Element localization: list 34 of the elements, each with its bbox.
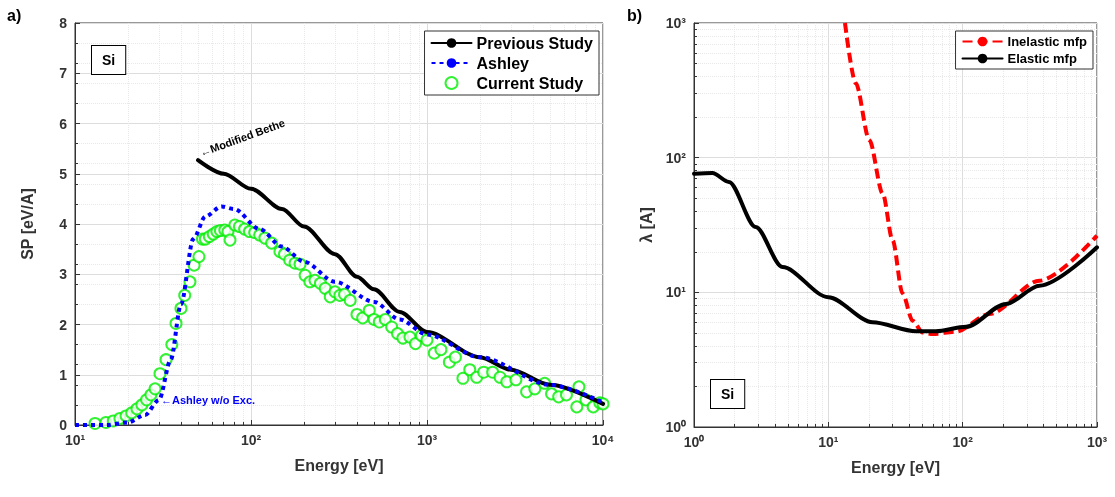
y-tick-label: 3: [59, 266, 68, 283]
y-tick-label: 2: [59, 316, 68, 333]
annotation: Si: [102, 52, 116, 68]
y-tick-label: 5: [59, 165, 68, 182]
legend-label: Ashley: [476, 54, 530, 72]
x-tick-label: 10¹: [818, 434, 839, 450]
x-tick-label: 10²: [240, 432, 262, 448]
x-tick-label: 10⁰: [683, 434, 705, 450]
y-tick-label: 10³: [665, 15, 687, 31]
legend-label: Elastic mfp: [1007, 51, 1077, 66]
y-tick-label: 0: [59, 417, 68, 433]
chart-title: b): [627, 6, 643, 24]
annotation: ←Ashley w/o Exc.: [160, 394, 256, 407]
x-tick-label: 10³: [416, 432, 438, 448]
annotation: Si: [721, 386, 735, 402]
x-axis-title: Energy [eV]: [294, 456, 384, 474]
x-tick-label: 10²: [952, 434, 974, 450]
chart-title: a): [7, 6, 22, 24]
x-tick-label: 10⁴: [591, 432, 615, 448]
y-tick-label: 6: [59, 115, 68, 132]
y-tick-label: 1: [59, 366, 68, 383]
legend-label: Inelastic mfp: [1007, 34, 1088, 49]
y-tick-label: 10²: [665, 149, 687, 166]
y-axis-title: λ [A]: [637, 207, 655, 243]
y-tick-label: 10⁰: [665, 419, 686, 435]
x-axis-title: Energy [eV]: [851, 458, 940, 476]
y-tick-label: 10¹: [665, 284, 687, 301]
x-tick-label: 10³: [1086, 434, 1108, 450]
y-tick-label: 4: [59, 216, 68, 232]
legend-label: Current Study: [476, 74, 584, 92]
legend-label: Previous Study: [476, 34, 594, 52]
y-tick-label: 7: [59, 65, 68, 82]
y-tick-label: 8: [59, 15, 68, 31]
y-axis-title: SP [eV/A]: [18, 188, 36, 260]
